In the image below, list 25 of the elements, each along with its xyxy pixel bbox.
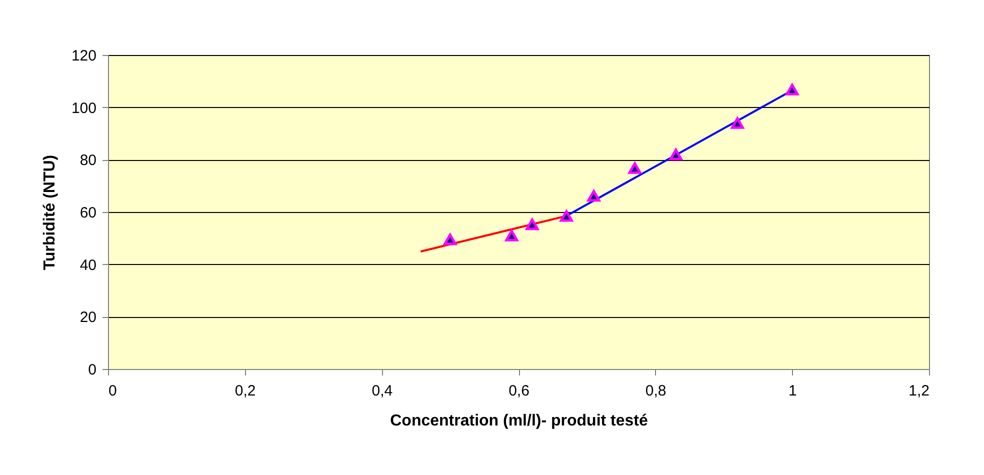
y-tick-label: 60 [80, 204, 96, 222]
point [560, 210, 573, 222]
point [628, 162, 642, 174]
x-tick-label: 1 [788, 382, 797, 400]
point [444, 234, 457, 246]
point [526, 218, 539, 230]
point [786, 84, 799, 96]
point [505, 230, 518, 242]
y-tick-label: 0 [88, 362, 96, 378]
y-tick-label: 40 [80, 256, 96, 274]
point [669, 148, 682, 160]
y-tick-label: 100 [71, 100, 96, 117]
y-tick-label: 20 [80, 309, 96, 326]
y-axis-title: Turbidité (NTU) [41, 154, 58, 270]
y-tick-label: 120 [71, 48, 96, 64]
point [730, 117, 744, 129]
x-tick-label: 0,8 [645, 382, 666, 400]
point [587, 190, 600, 202]
y-tick-label: 80 [80, 152, 96, 170]
x-tick-label: 0,2 [234, 382, 256, 400]
x-tick-label: 1,2 [908, 382, 930, 400]
x-tick-label: 0,4 [372, 382, 393, 400]
x-tick-label: 0 [108, 382, 117, 400]
x-axis-title: Concentration (ml/l)- produit testé [390, 412, 648, 430]
x-tick-label: 0,6 [508, 382, 530, 400]
